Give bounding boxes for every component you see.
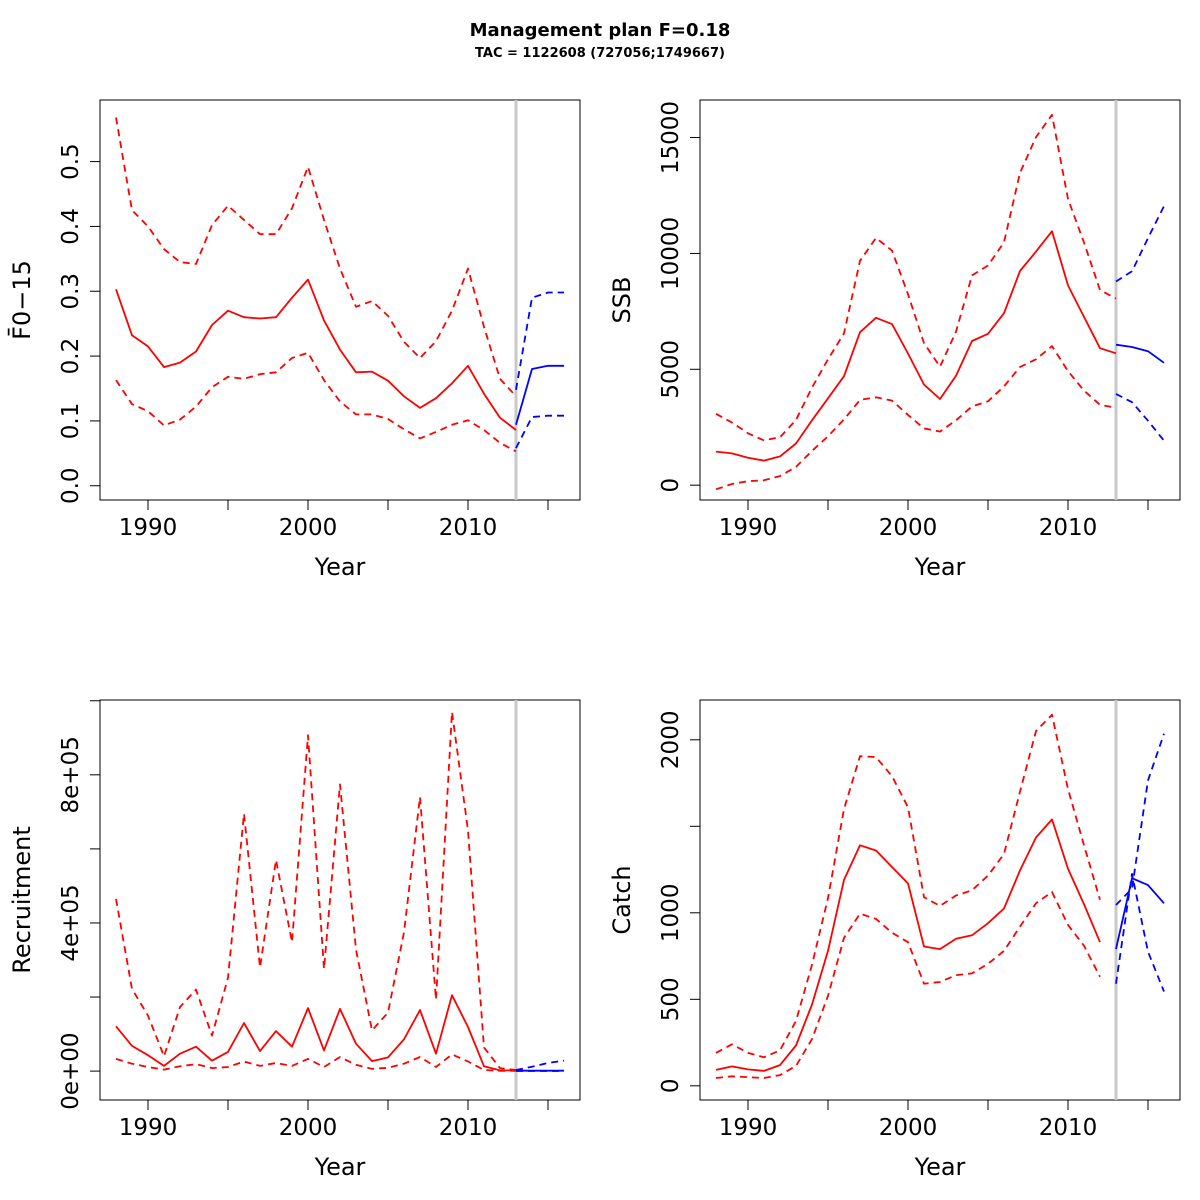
- p3-y-tick-label: 500: [658, 977, 684, 1021]
- p3-series-forecast-upper: [1115, 733, 1165, 906]
- p0-y-tick-label: 0.5: [58, 143, 84, 180]
- p1-y-tick-label: 0: [658, 478, 684, 493]
- p2-series-lower: [115, 1053, 516, 1072]
- p1-series-estimate: [715, 230, 1117, 462]
- p1-series-forecast-upper: [1115, 205, 1165, 283]
- p0-y-tick-label: 0.4: [58, 208, 84, 245]
- p0-series-forecast-upper: [515, 291, 564, 390]
- p3-y-tick-label: 2000: [658, 711, 684, 770]
- p2-series-estimate: [115, 994, 516, 1072]
- p1-y-tick-label: 15000: [658, 101, 684, 174]
- p2-y-tick-label: 0e+00: [58, 1032, 84, 1109]
- p3-x-tick-label: 2000: [879, 1115, 938, 1141]
- p3-y-axis-title: Catch: [608, 865, 636, 934]
- p2-x-tick-label: 2010: [439, 1115, 498, 1141]
- p1-x-tick-label: 2000: [879, 515, 938, 541]
- p1-series-lower: [715, 345, 1117, 491]
- p0-x-axis-title: Year: [314, 553, 366, 581]
- panel-recruitment: 1990 2000 2010 0e+00 4e+05 8e+05 Year Recruitme…: [8, 699, 581, 1181]
- p3-series-estimate: [715, 818, 1101, 1072]
- p3-y-tick-label: 1000: [658, 884, 684, 943]
- p3-series-lower: [715, 891, 1101, 1079]
- p1-series-upper: [715, 113, 1117, 442]
- figure-subtitle: TAC = 1122608 (727056;1749667): [475, 46, 725, 61]
- p0-series-upper: [115, 117, 517, 397]
- p0-y-tick-label: 0.0: [58, 467, 84, 504]
- p1-plot-frame: [699, 99, 1181, 501]
- p2-series-forecast-upper: [515, 1059, 565, 1071]
- panel-catch: 1990 2000 2010 0 500 1000 2000 Year Catch: [608, 699, 1181, 1181]
- p2-x-tick-label: 1990: [119, 1115, 178, 1141]
- panel-mean-f: 1990 2000 2010 0.0 0.1 0.2 0.3 0.4 0.5 Year F̄0−15: [7, 99, 581, 581]
- p0-series-forecast-lower: [515, 414, 564, 449]
- p3-x-tick-label: 2010: [1039, 1115, 1098, 1141]
- p0-series-forecast: [515, 364, 564, 426]
- p3-series-forecast-lower: [1115, 873, 1165, 992]
- p1-y-tick-label: 10000: [658, 217, 684, 290]
- p0-plot-frame: [99, 99, 581, 501]
- p0-series-lower: [115, 351, 517, 453]
- p1-y-tick-label: 5000: [658, 340, 684, 399]
- p1-x-tick-label: 2010: [1039, 515, 1098, 541]
- p3-plot-frame: [699, 699, 1181, 1101]
- p3-x-axis-title: Year: [914, 1153, 966, 1181]
- p1-x-axis-title: Year: [914, 553, 966, 581]
- p3-x-tick-label: 1990: [719, 1115, 778, 1141]
- p0-series-estimate: [115, 278, 517, 431]
- p1-series-forecast: [1115, 343, 1165, 364]
- p0-y-tick-label: 0.1: [58, 403, 84, 440]
- panel-ssb: 1990 2000 2010 0 5000 10000 15000 Year SSB: [608, 99, 1181, 581]
- figure-title: Management plan F=0.18: [469, 20, 731, 41]
- p2-x-axis-title: Year: [314, 1153, 366, 1181]
- p2-x-tick-label: 2000: [279, 1115, 338, 1141]
- p0-x-tick-label: 1990: [119, 515, 178, 541]
- p3-series-forecast: [1115, 877, 1165, 950]
- p2-y-tick-label: 4e+05: [58, 884, 84, 961]
- p2-plot-frame: [99, 699, 581, 1101]
- p2-y-axis-title: Recruitment: [8, 826, 36, 973]
- p3-series-upper: [715, 713, 1101, 1059]
- p2-series-upper: [115, 711, 517, 1071]
- p3-y-tick-label: 0: [658, 1078, 684, 1093]
- p1-y-axis-title: SSB: [608, 277, 636, 324]
- p0-y-axis-title: F̄0−15: [7, 260, 36, 340]
- p0-y-tick-label: 0.2: [58, 338, 84, 375]
- p0-y-tick-label: 0.3: [58, 273, 84, 310]
- p2-y-tick-label: 8e+05: [58, 736, 84, 813]
- p1-x-tick-label: 1990: [719, 515, 778, 541]
- p0-x-tick-label: 2010: [439, 515, 498, 541]
- p0-x-tick-label: 2000: [279, 515, 338, 541]
- p1-series-forecast-lower: [1115, 393, 1165, 442]
